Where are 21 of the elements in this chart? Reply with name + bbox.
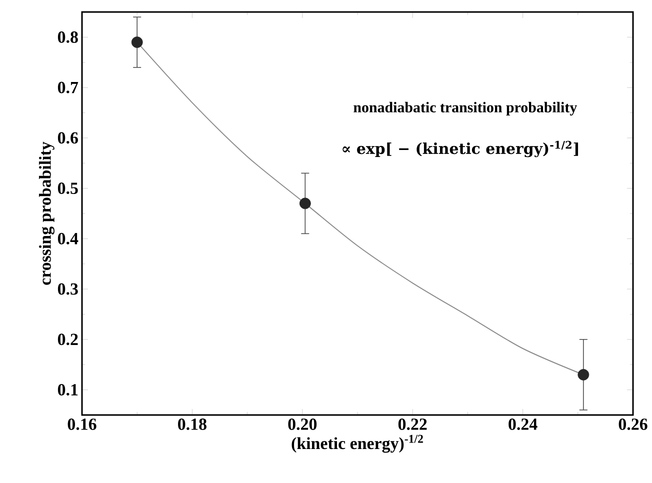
point (299, 198, 311, 210)
x-tick-label: 0.16 (68, 418, 96, 430)
y-tick-label: 0.6 (58, 132, 78, 144)
y-tick-label: 0.2 (58, 334, 78, 346)
x-tick-label: 0.22 (398, 418, 427, 430)
annotation: nonadiabatic transition probability (354, 102, 577, 116)
y-tick-label: 0.5 (58, 182, 78, 194)
x-tick-label: 0.24 (508, 418, 538, 430)
y-tick-label: 0.3 (58, 283, 78, 295)
annotation: ∝ exp[ − (kinetic energy)$^{-1/2}$] (342, 140, 578, 158)
point (578, 369, 590, 380)
y-axis-title: crossing probability (38, 142, 54, 285)
x-tick-label: 0.18 (178, 418, 206, 430)
y-tick-label: 0.8 (58, 31, 78, 43)
x-tick-label: 0.20 (288, 418, 317, 430)
y-tick-label: 0.1 (58, 384, 78, 396)
x-axis-title: (kinetic energy)$^{-1/2}$ (292, 434, 423, 453)
point (131, 36, 143, 48)
y-tick-label: 0.7 (58, 82, 78, 94)
y-tick-label: 0.4 (58, 232, 78, 244)
x-tick-label: 0.26 (618, 418, 648, 430)
